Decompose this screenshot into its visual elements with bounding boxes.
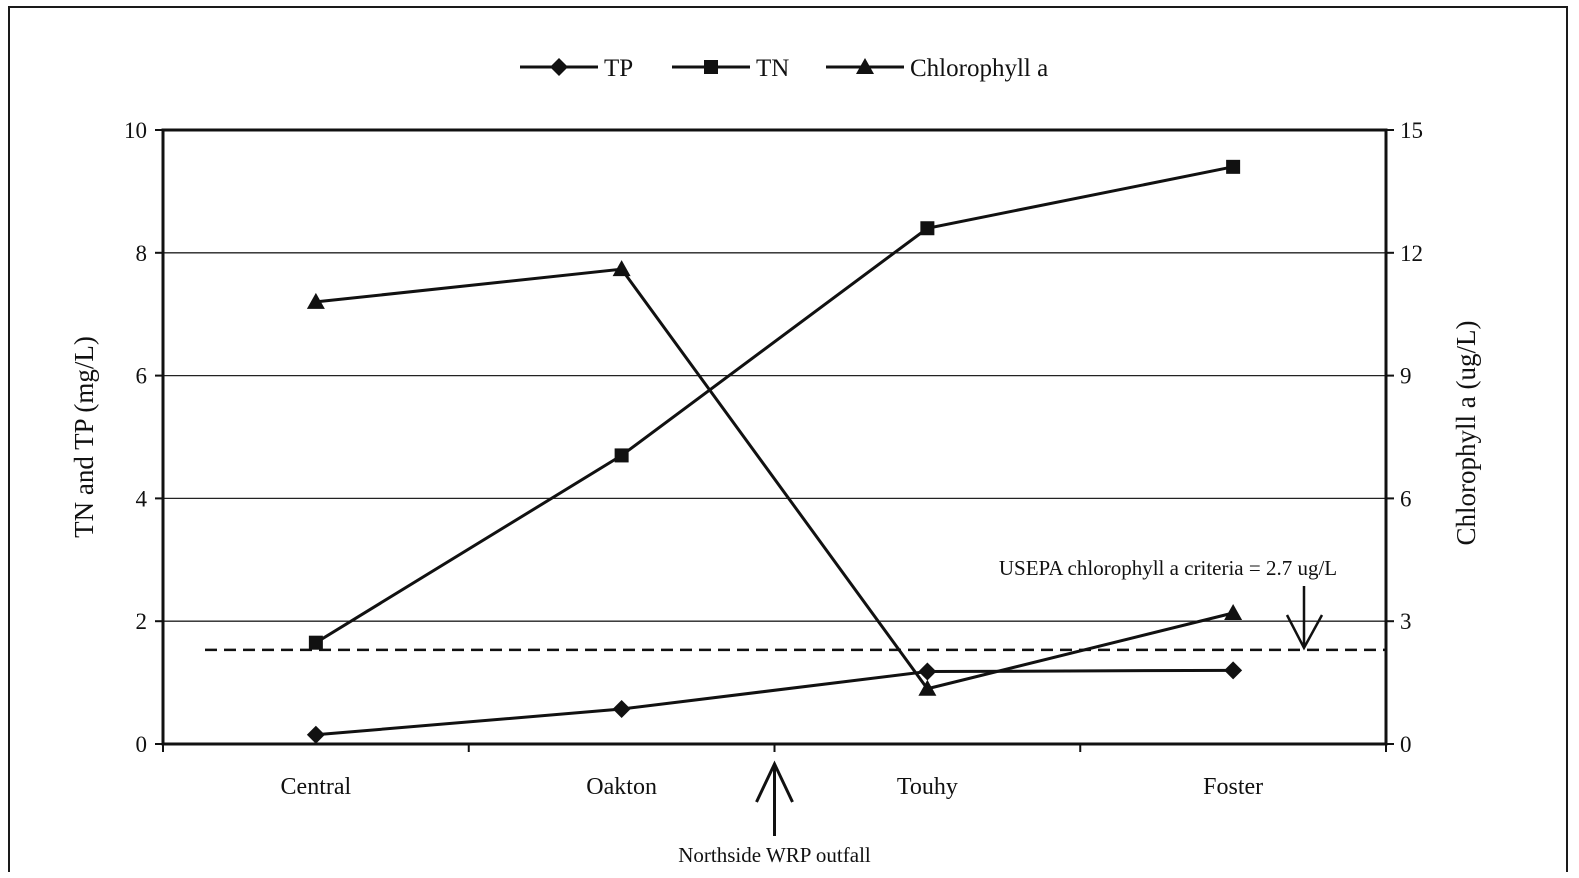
left-tick-label: 8 — [136, 241, 148, 266]
x-axis-categories: Central Oakton Touhy Foster — [281, 774, 1264, 800]
left-tick-label: 6 — [136, 364, 148, 389]
outfall-arrow-icon — [755, 760, 794, 836]
series-tp — [306, 661, 1243, 744]
left-tick-label: 0 — [136, 732, 148, 757]
legend-marker-icon — [856, 58, 874, 74]
plot-area — [161, 128, 1388, 746]
right-axis-ticks: 0 3 6 9 12 15 — [1386, 118, 1423, 757]
reference-arrow-icon — [1285, 586, 1324, 651]
category-label: Oakton — [586, 774, 657, 800]
category-label: Touhy — [897, 774, 958, 800]
series-group — [306, 159, 1243, 744]
series-line-tp — [315, 668, 1234, 737]
left-tick-label: 10 — [124, 118, 147, 143]
left-axis-ticks: 0 2 4 6 8 10 — [124, 118, 163, 757]
right-tick-label: 3 — [1400, 609, 1412, 634]
gridlines — [163, 252, 1386, 622]
data-point-chlorophyll-a — [918, 679, 937, 696]
left-tick-label: 2 — [136, 609, 148, 634]
left-tick-label: 4 — [136, 486, 148, 511]
data-point-tn — [308, 635, 323, 650]
series-chlorophyll-a — [306, 260, 1243, 696]
data-point-chlorophyll-a — [612, 260, 631, 277]
legend-marker-icon — [550, 58, 568, 76]
legend-item-tn: TN — [672, 55, 789, 82]
legend-item-chlorophyll-a: Chlorophyll a — [826, 55, 1048, 82]
right-tick-label: 12 — [1400, 241, 1423, 266]
series-tn — [308, 159, 1241, 650]
legend: TP TN Chlorophyll a — [520, 55, 1048, 82]
data-point-tp — [918, 662, 937, 681]
legend-marker-icon — [704, 60, 718, 74]
chart-frame — [8, 6, 1568, 872]
legend-item-tp: TP — [520, 55, 633, 82]
data-point-tn — [920, 221, 935, 236]
series-line-tn — [315, 165, 1234, 644]
legend-label: TN — [756, 55, 789, 82]
category-label: Central — [281, 774, 352, 800]
right-tick-label: 15 — [1400, 118, 1423, 143]
legend-label: Chlorophyll a — [910, 55, 1048, 82]
reference-line-label: USEPA chlorophyll a criteria = 2.7 ug/L — [999, 556, 1337, 580]
category-label: Foster — [1203, 774, 1263, 800]
right-axis-label: Chlorophyll a (ug/L) — [1451, 321, 1481, 546]
right-tick-label: 0 — [1400, 732, 1412, 757]
data-point-chlorophyll-a — [1224, 604, 1243, 621]
x-axis-ticks — [162, 744, 1387, 752]
data-point-tp — [1224, 661, 1243, 680]
data-point-chlorophyll-a — [306, 292, 325, 309]
outfall-annotation: Northside WRP outfall — [678, 843, 871, 867]
data-point-tp — [612, 700, 631, 719]
right-tick-label: 6 — [1400, 486, 1412, 511]
data-point-tn — [614, 448, 629, 463]
series-line-chlorophyll-a — [315, 267, 1234, 691]
legend-label: TP — [604, 55, 633, 82]
left-axis-label: TN and TP (mg/L) — [69, 336, 99, 538]
data-point-tn — [1226, 159, 1241, 174]
right-tick-label: 9 — [1400, 364, 1412, 389]
data-point-tp — [306, 725, 325, 744]
